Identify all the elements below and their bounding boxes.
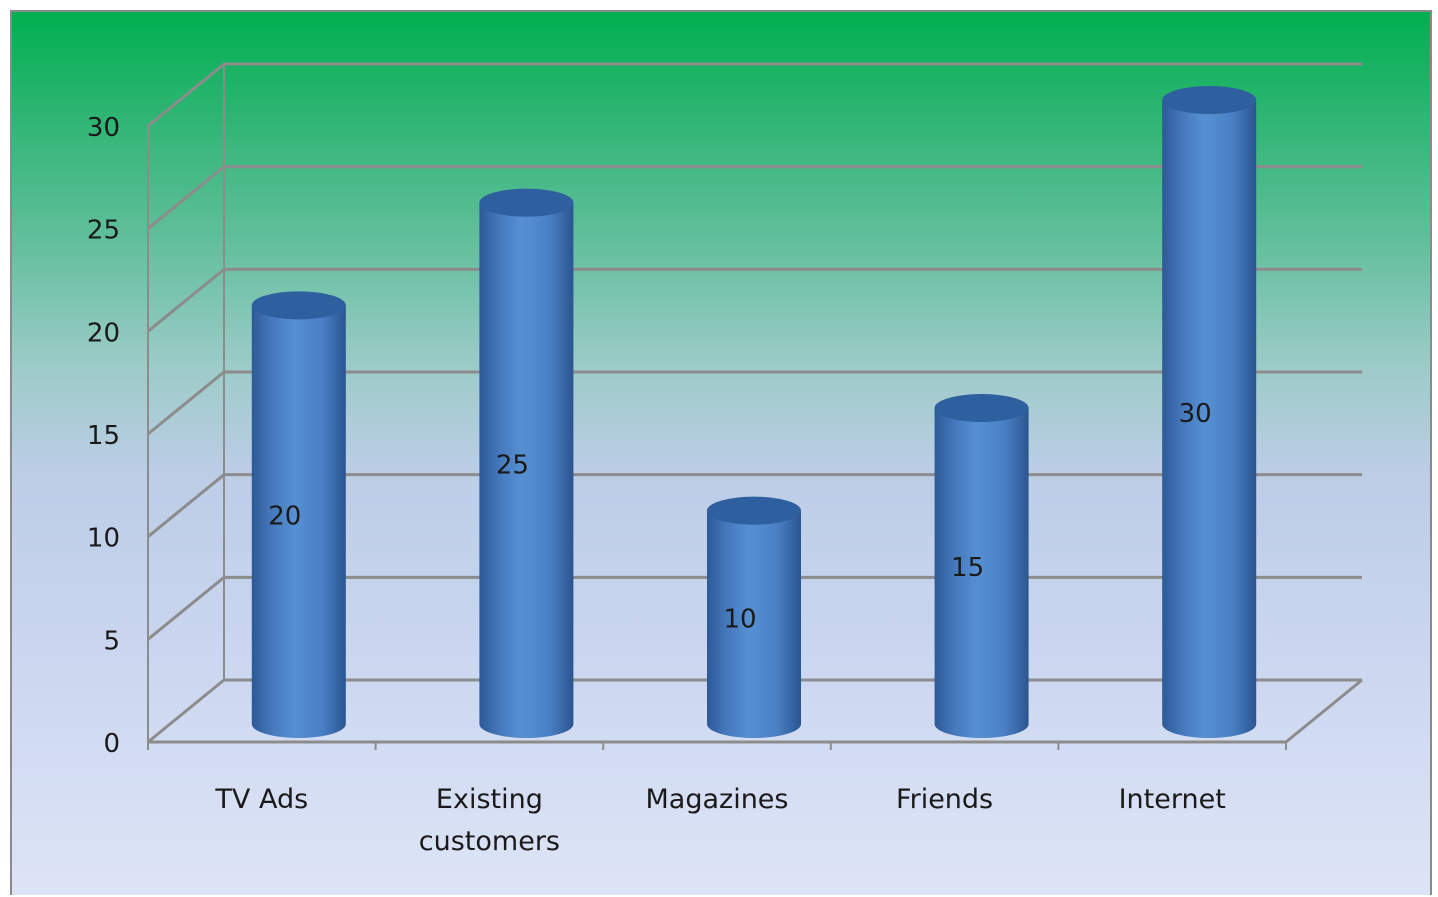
y-tick-label-15: 15 <box>87 421 120 451</box>
bar-top <box>251 291 346 320</box>
data-label-2: 10 <box>723 604 756 634</box>
y-tick-label-0: 0 <box>103 729 120 759</box>
y-tick-label-25: 25 <box>87 216 120 246</box>
chart-frame: 0 5 10 15 20 25 30 20 25 10 15 30 TV Ads Existing cust… <box>10 10 1432 895</box>
data-label-0: 20 <box>268 502 301 532</box>
y-tick-label-20: 20 <box>87 318 120 348</box>
bar-body <box>707 510 801 738</box>
y-tick-label-30: 30 <box>87 113 120 143</box>
x-tick-label-1: Existing <box>436 784 543 815</box>
x-tick-label-3: Friends <box>896 784 993 815</box>
y-tick-label-5: 5 <box>103 626 120 656</box>
bar-4 <box>1162 86 1257 738</box>
bar-0 <box>251 291 346 738</box>
bar-body <box>251 305 346 738</box>
data-label-4: 30 <box>1179 399 1212 429</box>
y-tick-label-10: 10 <box>87 524 120 554</box>
bar-top <box>934 394 1029 422</box>
bar-top <box>1162 86 1257 114</box>
bar-3 <box>934 394 1029 738</box>
data-label-3: 15 <box>951 553 984 583</box>
bar-2 <box>707 496 801 738</box>
floor-right-edge <box>1285 678 1363 744</box>
bar-body <box>1162 100 1257 738</box>
bar-top <box>479 188 574 217</box>
bar-chart: 0 5 10 15 20 25 30 20 25 10 15 30 TV Ads Existing cust… <box>87 62 1363 857</box>
bar-top <box>707 496 801 525</box>
x-tick-label-2: Magazines <box>646 784 789 815</box>
x-tick-label-0: TV Ads <box>214 784 308 815</box>
x-tick-label-1: customers <box>419 826 560 857</box>
bar-body <box>479 202 574 738</box>
bar-1 <box>479 188 574 738</box>
bar-body <box>934 408 1029 738</box>
x-tick-label-4: Internet <box>1119 784 1226 815</box>
data-label-1: 25 <box>496 450 529 480</box>
